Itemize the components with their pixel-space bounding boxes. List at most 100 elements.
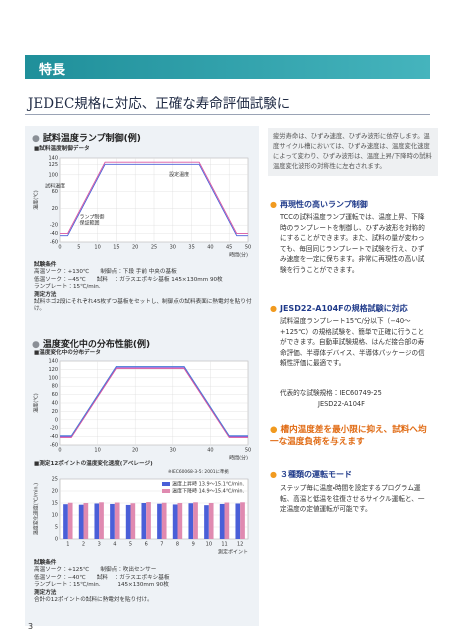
y-tick-label: 25 bbox=[52, 477, 58, 483]
rule bbox=[25, 114, 430, 115]
bar bbox=[224, 502, 230, 539]
y-tick-label: 100 bbox=[48, 172, 58, 178]
legend-swatch bbox=[162, 489, 170, 493]
condition-line: 高温ソーク：+125℃ 制御点：吹出センサー bbox=[34, 567, 157, 574]
y-tick-label: 140 bbox=[48, 359, 58, 365]
bar bbox=[67, 502, 73, 539]
x-tick-label: 45 bbox=[226, 245, 232, 251]
y-tick-label: 0 bbox=[55, 417, 58, 423]
x-tick-label: 20 bbox=[132, 448, 138, 454]
x-tick-label: 30 bbox=[170, 245, 176, 251]
y-tick-label: 20 bbox=[52, 206, 58, 212]
y-tick-label: 5 bbox=[55, 525, 58, 531]
x-tick-label: 8 bbox=[176, 542, 179, 548]
method-heading: 測定方法 bbox=[34, 291, 57, 298]
standard: 代表的な試験規格：IEC60749-25 bbox=[280, 389, 382, 397]
y-tick-label: 120 bbox=[48, 367, 58, 373]
intro-box: 疲労寿命は、ひずみ速度、ひずみ波形に依存します。温度サイクル槽においては、ひずみ… bbox=[268, 128, 438, 176]
chart-subtitle: ■試料温度制御データ bbox=[34, 146, 90, 152]
y-tick-label: 20 bbox=[52, 489, 58, 495]
feature-text: TCCの試料温度ランプ運転では、温度上昇、下降時のランプレートを制御し、ひずみ波… bbox=[280, 213, 425, 274]
feature-heading: 槽内温度差を最小限に抑え、試料へ均一な温度負荷を与えます bbox=[270, 424, 430, 448]
series-label: 設定温度 bbox=[169, 171, 189, 178]
x-tick-label: 2 bbox=[82, 542, 85, 548]
chart-note: ※IEC60068-3-5: 2001に準拠 bbox=[168, 470, 229, 475]
x-tick-label: 10 bbox=[94, 245, 100, 251]
x-tick-label: 12 bbox=[237, 542, 243, 548]
x-tick-label: 50 bbox=[245, 448, 251, 454]
bar bbox=[125, 504, 131, 539]
y-tick-label: 100 bbox=[48, 375, 58, 381]
legend-label: 温度上昇時 13.9〜15.1℃/min. bbox=[172, 481, 245, 488]
feature-heading: JESD22-A104Fの規格試験に対応 bbox=[270, 303, 408, 314]
bar bbox=[172, 504, 178, 539]
x-tick-label: 35 bbox=[188, 245, 194, 251]
x-tick-label: 5 bbox=[129, 542, 132, 548]
headline: JEDEC規格に対応、正確な寿命評価試験に bbox=[28, 96, 291, 112]
y-axis-label: 温度(℃) bbox=[33, 393, 40, 413]
data-line bbox=[60, 161, 248, 235]
header-title: 特長 bbox=[39, 63, 66, 78]
condition-line: ランプレート：15℃/min. bbox=[34, 284, 101, 291]
y-tick-label: -60 bbox=[50, 443, 58, 449]
condition-line: 低温ソーク：−40℃ 試料 ：ガラスエポキシ基板 bbox=[34, 574, 170, 581]
x-tick-label: 0 bbox=[58, 245, 61, 251]
feature-text: 試料温度ランプレート15℃/分以下（−40〜+125℃）の規格試験を、簡単で正確… bbox=[280, 317, 425, 367]
x-tick-label: 10 bbox=[206, 542, 212, 548]
data-line bbox=[60, 163, 248, 237]
x-tick-label: 11 bbox=[221, 542, 227, 548]
condition-line: 低温ソーク：−45℃ 試料 ：ガラスエポキシ基板 145×130mm 90枚 bbox=[34, 276, 223, 283]
annotation: 保証範囲 bbox=[80, 219, 100, 226]
x-tick-label: 40 bbox=[207, 245, 213, 251]
method-text: 試料ホゴ2段にそれぞれ45枚ずつ基板をセットし、制御点の試料表面に熱電対を貼り付… bbox=[34, 299, 252, 313]
x-tick-label: 50 bbox=[245, 245, 251, 251]
x-tick-label: 30 bbox=[170, 448, 176, 454]
legend-label: 温度下降時 14.9〜15.4℃/min. bbox=[172, 488, 245, 495]
x-axis-label: 時間(分) bbox=[229, 252, 248, 259]
y-tick-label: 60 bbox=[52, 189, 58, 195]
y-tick-label: 60 bbox=[52, 392, 58, 398]
y-tick-label: 15 bbox=[52, 501, 58, 507]
conditions-heading: 試験条件 bbox=[34, 560, 57, 566]
bar bbox=[208, 503, 214, 539]
bar bbox=[193, 502, 198, 539]
condition-line: ランプレート：15℃/min. 145×130mm 90枚 bbox=[34, 582, 169, 589]
x-axis-label: 測定ポイント bbox=[218, 549, 248, 556]
y-tick-label: -20 bbox=[50, 223, 58, 229]
legend-swatch bbox=[162, 482, 170, 486]
chart-subtitle: ■測定12ポイントの温度変化速度(アベレージ) bbox=[34, 461, 153, 467]
bar bbox=[188, 503, 194, 539]
x-tick-label: 10 bbox=[94, 448, 100, 454]
section-title: 温度変化中の分布性能(例) bbox=[32, 337, 150, 350]
chart-subtitle: ■温度変化中の分布データ bbox=[34, 350, 101, 356]
conditions: 試験条件 高温ソーク：+125℃ 制御点：吹出センサー 低温ソーク：−40℃ 試… bbox=[34, 560, 254, 604]
y-tick-label: 10 bbox=[52, 513, 58, 519]
data-line bbox=[60, 368, 248, 438]
conditions-heading: 試験条件 bbox=[34, 262, 57, 268]
y-tick-label: -40 bbox=[50, 231, 58, 237]
bar bbox=[99, 502, 104, 539]
x-tick-label: 5 bbox=[77, 245, 80, 251]
bar bbox=[94, 503, 100, 539]
bar bbox=[141, 503, 147, 539]
y-axis-label: 温度変化速度(℃/min.) bbox=[33, 483, 40, 535]
bar bbox=[78, 504, 84, 539]
bar bbox=[114, 502, 120, 539]
standard: JESD22-A104F bbox=[318, 400, 365, 408]
y-tick-label: 125 bbox=[48, 162, 58, 168]
annotation: ランプ制御 bbox=[80, 213, 105, 220]
method-heading: 測定方法 bbox=[34, 589, 57, 596]
bar bbox=[130, 503, 136, 539]
page-number: 3 bbox=[28, 622, 34, 631]
bar bbox=[161, 502, 167, 539]
y-tick-label: 0 bbox=[55, 537, 58, 543]
y-tick-label: 140 bbox=[48, 156, 58, 162]
x-tick-label: 9 bbox=[192, 542, 195, 548]
series-label: 試料温度 bbox=[45, 183, 65, 190]
y-tick-label: -60 bbox=[50, 240, 58, 246]
y-tick-label: 40 bbox=[52, 401, 58, 407]
bar bbox=[235, 503, 241, 539]
